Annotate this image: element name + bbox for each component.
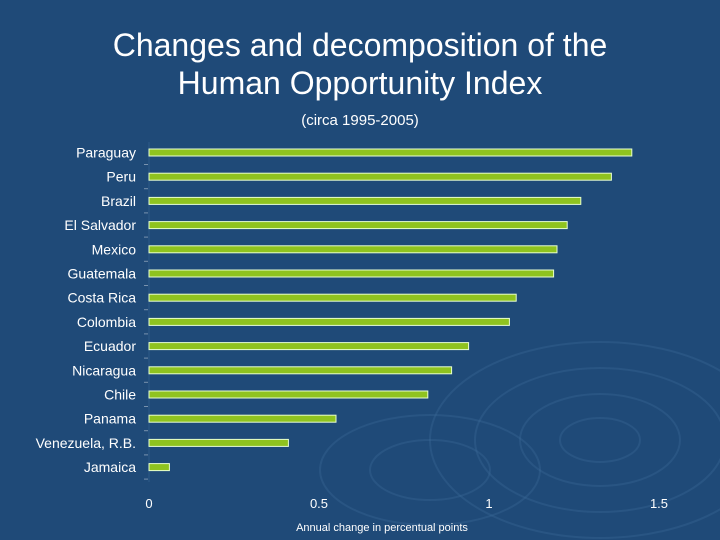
x-tick-label: 1.5 (650, 496, 668, 511)
bar (148, 172, 612, 181)
bar (148, 196, 582, 205)
x-axis-label: Annual change in percentual points (296, 522, 468, 534)
category-label: Panama (84, 411, 136, 427)
category-label: Nicaragua (72, 362, 136, 378)
bar (148, 293, 517, 302)
category-label: Brazil (101, 193, 136, 209)
bar (148, 463, 170, 472)
bar (148, 366, 453, 375)
category-label: Costa Rica (68, 290, 137, 306)
category-label: Guatemala (68, 266, 137, 282)
bar (148, 269, 555, 278)
chart-title-line-1: Changes and decomposition of the (112, 27, 608, 63)
bar (148, 148, 633, 157)
category-label: Paraguay (76, 145, 136, 161)
category-label: El Salvador (64, 217, 136, 233)
category-label: Peru (106, 169, 136, 185)
category-label: Chile (104, 387, 136, 403)
bar (148, 221, 568, 230)
chart-title: Changes and decomposition of the Human O… (0, 26, 720, 102)
bar (148, 414, 337, 423)
bar (148, 342, 470, 351)
category-label: Ecuador (84, 338, 136, 354)
bar (148, 390, 429, 399)
bar (148, 245, 558, 254)
x-tick-label: 1 (485, 496, 492, 511)
x-tick-label: 0 (145, 496, 152, 511)
category-label: Venezuela, R.B. (36, 435, 136, 451)
chart-subtitle: (circa 1995-2005) (301, 112, 419, 129)
bar (148, 438, 289, 447)
category-label: Jamaica (84, 459, 136, 475)
bar (148, 317, 510, 326)
chart-title-line-2: Human Opportunity Index (177, 65, 543, 101)
x-tick-label: 0.5 (310, 496, 328, 511)
category-label: Colombia (77, 314, 136, 330)
category-label: Mexico (92, 241, 137, 257)
